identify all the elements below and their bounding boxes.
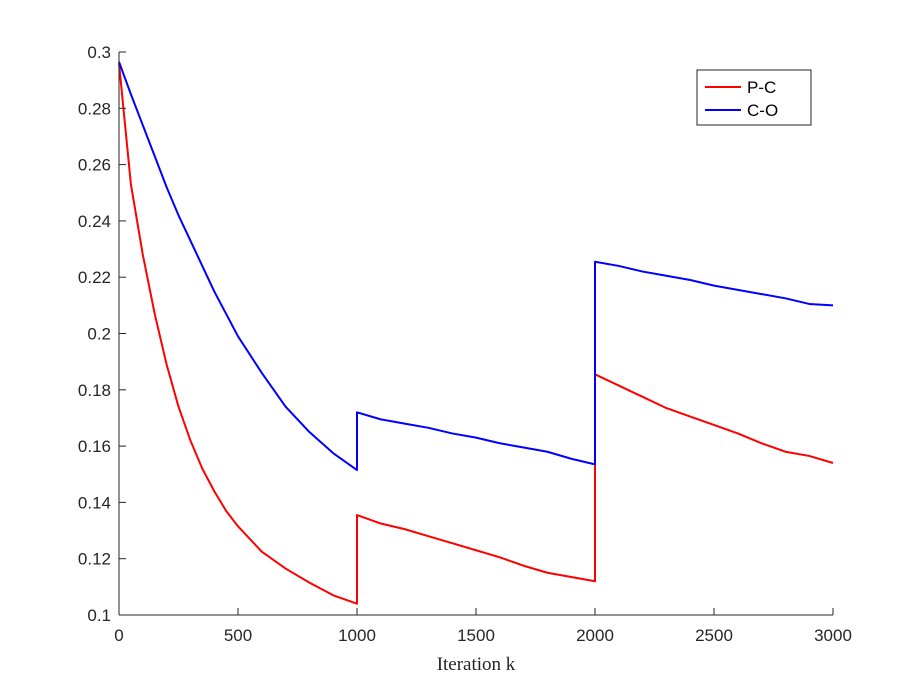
x-ticks: 0 500 1000 1500 2000 2500 3000 bbox=[114, 608, 852, 645]
legend: P-C C-O bbox=[696, 69, 812, 126]
x-tick-label: 0 bbox=[114, 626, 123, 645]
x-tick-label: 1500 bbox=[457, 626, 495, 645]
y-tick-label: 0.22 bbox=[78, 268, 111, 287]
legend-box bbox=[696, 69, 812, 126]
y-tick-label: 0.28 bbox=[78, 99, 111, 118]
series-layer bbox=[118, 61, 834, 605]
series-line-c-o bbox=[118, 61, 834, 472]
y-tick-label: 0.3 bbox=[87, 43, 111, 62]
y-tick-label: 0.1 bbox=[87, 606, 111, 625]
x-tick-label: 500 bbox=[224, 626, 252, 645]
y-ticks: 0.1 0.12 0.14 0.16 0.18 0.2 0.22 0.24 0.26 0.28 0.… bbox=[78, 43, 126, 625]
legend-label-c-o: C-O bbox=[747, 101, 778, 120]
y-tick-label: 0.12 bbox=[78, 550, 111, 569]
y-tick-label: 0.14 bbox=[78, 493, 111, 512]
series-line-p-c bbox=[118, 63, 834, 605]
y-tick-label: 0.26 bbox=[78, 156, 111, 175]
x-tick-label: 2000 bbox=[576, 626, 614, 645]
y-tick-label: 0.18 bbox=[78, 381, 111, 400]
x-tick-label: 2500 bbox=[695, 626, 733, 645]
legend-label-p-c: P-C bbox=[747, 78, 776, 97]
y-tick-label: 0.2 bbox=[87, 325, 111, 344]
x-tick-label: 1000 bbox=[338, 626, 376, 645]
y-tick-label: 0.24 bbox=[78, 212, 111, 231]
x-axis-title: Iteration k bbox=[437, 654, 516, 675]
x-tick-label: 3000 bbox=[814, 626, 852, 645]
plot-area bbox=[119, 52, 833, 615]
y-tick-label: 0.16 bbox=[78, 437, 111, 456]
